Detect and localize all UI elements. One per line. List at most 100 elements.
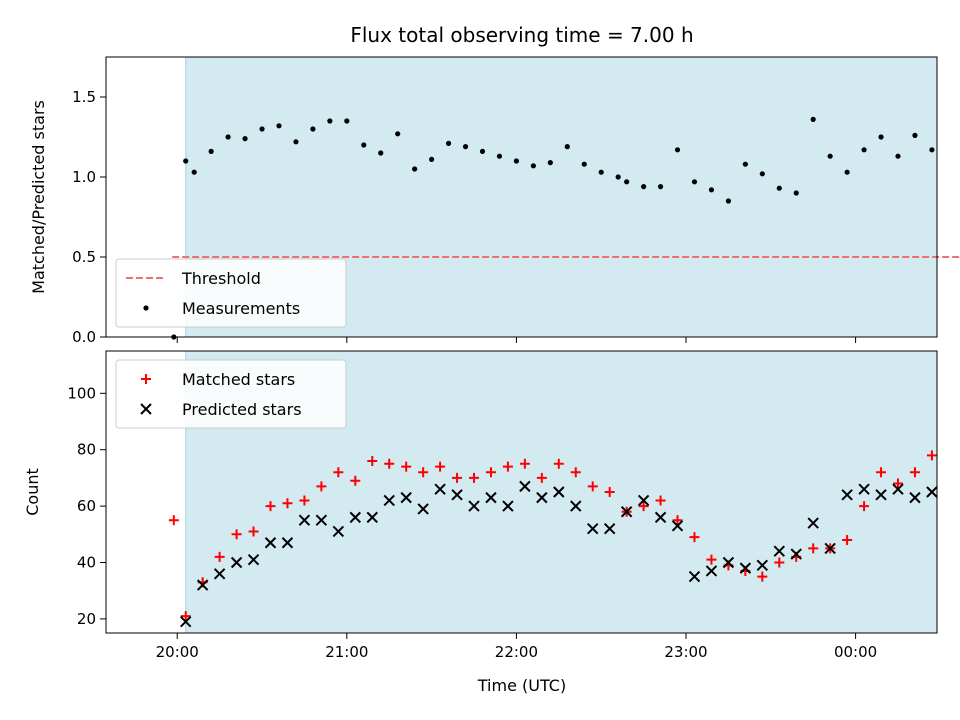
legend-box — [115, 359, 347, 429]
predicted-stars-point — [536, 491, 548, 504]
measurement-point — [208, 148, 214, 154]
matched-stars-point — [180, 611, 191, 622]
matched-stars-point — [892, 478, 903, 489]
matched-stars-point — [672, 515, 683, 526]
measurement-point — [496, 153, 503, 159]
predicted-stars-point — [519, 480, 531, 493]
predicted-stars-point — [671, 520, 684, 532]
legend: Matched stars Predicted stars — [115, 359, 347, 429]
predicted-stars-point — [620, 506, 633, 518]
y-tick-label: 20 — [77, 610, 96, 628]
predicted-stars-point — [332, 525, 345, 538]
matched-stars-point — [638, 501, 649, 512]
axes-frame — [105, 56, 938, 338]
measurement-point — [310, 126, 316, 132]
matched-stars-point — [553, 458, 564, 469]
measurement-point — [810, 116, 816, 122]
measurement-point — [479, 148, 486, 154]
legend-label: Measurements — [182, 299, 300, 318]
predicted-stars-point — [281, 537, 294, 549]
matched-stars-point — [502, 461, 513, 472]
y-tick-label: 80 — [77, 441, 96, 459]
measurement-point — [412, 166, 418, 172]
x-tick-label: 20:00 — [156, 643, 199, 661]
measurement-point — [641, 184, 647, 190]
measurement-point — [615, 174, 621, 180]
measurement-point — [674, 147, 681, 153]
matched-stars-point — [316, 481, 327, 492]
measurement-point — [242, 136, 248, 142]
matched-stars-point — [231, 529, 242, 540]
predicted-stars-point — [196, 579, 209, 591]
matched-stars-point — [367, 455, 378, 466]
predicted-stars-point — [502, 500, 514, 512]
predicted-stars-point — [553, 486, 565, 498]
matched-stars-point — [265, 501, 276, 512]
predicted-stars-point — [400, 491, 412, 504]
matched-stars-point — [485, 467, 496, 478]
matched-stars-point — [842, 534, 853, 545]
measurement-point — [691, 179, 698, 185]
predicted-stars-point — [790, 548, 802, 560]
measurement-point — [598, 169, 604, 175]
predicted-stars-point — [417, 503, 429, 515]
measurement-point — [276, 123, 282, 129]
y-axis-label: Matched/Predicted stars — [29, 100, 48, 294]
x-tick-label: 21:00 — [325, 643, 368, 661]
measurement-point — [895, 153, 901, 159]
matched-stars-point — [757, 571, 768, 582]
measurement-point — [708, 187, 715, 193]
predicted-stars-point — [247, 553, 260, 566]
y-tick-label: 40 — [77, 554, 96, 572]
x-tick-label: 23:00 — [664, 643, 707, 661]
x-tick-label: 00:00 — [834, 643, 877, 661]
matched-stars-point — [282, 498, 293, 509]
predicted-stars-point — [180, 616, 192, 628]
matched-stars-point — [248, 526, 259, 537]
predicted-stars-point — [298, 514, 311, 526]
matched-stars-point — [401, 461, 412, 472]
matched-stars-point — [350, 475, 361, 486]
measurement-point — [361, 142, 367, 148]
matched-stars-point — [452, 472, 463, 483]
measurement-point — [776, 185, 782, 191]
x-tick-label: 22:00 — [495, 643, 538, 661]
predicted-stars-point — [434, 483, 446, 495]
predicted-stars-point — [909, 491, 921, 504]
measurement-point — [827, 153, 833, 159]
predicted-stars-point — [705, 565, 718, 577]
measurement-point — [462, 144, 469, 150]
predicted-stars-point — [213, 568, 226, 580]
measurement-point — [293, 139, 299, 145]
predicted-stars-point — [383, 494, 395, 507]
predicted-stars-point — [807, 517, 819, 529]
chart-title: Flux total observing time = 7.00 h — [350, 23, 693, 47]
measurement-point — [183, 158, 189, 164]
measurement-point — [378, 150, 384, 156]
predicted-stars-point — [773, 545, 785, 557]
predicted-stars-point — [688, 570, 701, 583]
measurement-point — [513, 158, 520, 164]
matched-stars-point — [418, 467, 429, 478]
matched-stars-point — [909, 467, 920, 478]
measurement-point — [929, 147, 935, 153]
matched-stars-point — [808, 543, 819, 554]
matched-stars-point — [587, 481, 598, 492]
measurement-point — [327, 118, 333, 124]
predicted-stars-point — [926, 486, 938, 498]
predicted-stars-point — [637, 494, 650, 507]
y-tick-label: 0.5 — [72, 248, 96, 266]
measurement-point — [759, 171, 765, 177]
count-panel: 2040608010020:0021:0022:0023:0000:0001:0… — [23, 350, 938, 661]
predicted-stars-point — [824, 542, 836, 555]
predicted-stars-point — [722, 556, 735, 569]
measurement-point — [429, 156, 435, 162]
measurement-point — [445, 140, 452, 146]
matched-stars-point — [214, 551, 225, 562]
predicted-stars-point — [485, 491, 497, 504]
matched-stars-point — [333, 467, 344, 478]
predicted-stars-point — [451, 489, 463, 501]
measurement-point — [191, 169, 197, 175]
legend-box — [115, 258, 347, 328]
measurement-point — [225, 134, 231, 140]
